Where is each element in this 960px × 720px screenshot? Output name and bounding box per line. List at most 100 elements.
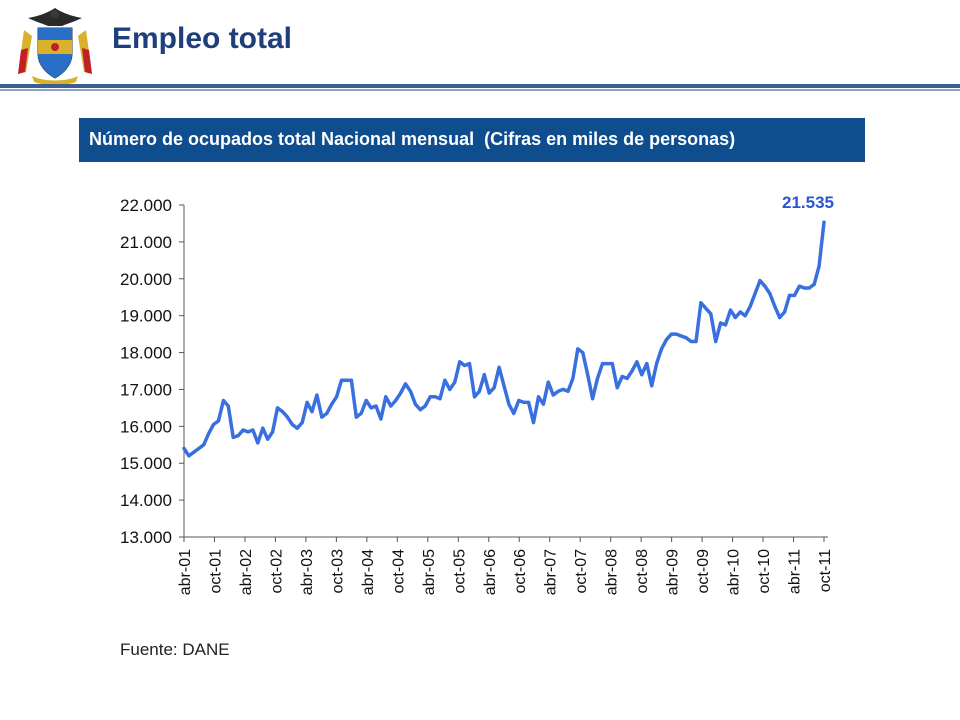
y-tick-label: 19.000 <box>120 307 172 326</box>
data-point <box>221 398 225 403</box>
data-point <box>536 395 541 399</box>
data-point <box>300 421 304 425</box>
data-point <box>285 415 289 419</box>
data-point <box>453 380 457 384</box>
data-point <box>728 308 733 312</box>
data-point <box>374 404 378 408</box>
data-point <box>364 398 368 403</box>
data-point <box>428 395 432 399</box>
data-point <box>630 369 634 373</box>
data-point <box>669 332 674 336</box>
x-tick-label: abr-03 <box>299 549 316 595</box>
data-point <box>394 398 398 403</box>
y-tick-label: 13.000 <box>120 528 172 547</box>
data-point <box>655 362 659 366</box>
data-point <box>566 389 570 393</box>
y-tick-label: 15.000 <box>120 454 172 473</box>
x-tick-label: oct-03 <box>329 549 346 594</box>
data-point <box>211 422 216 427</box>
y-tick-label: 14.000 <box>120 491 172 510</box>
data-point <box>551 393 555 397</box>
data-point <box>216 419 221 423</box>
data-point <box>650 384 654 388</box>
data-point <box>709 312 713 316</box>
data-point <box>591 397 595 401</box>
data-point <box>443 378 447 382</box>
data-point <box>389 404 393 408</box>
x-tick-label: abr-07 <box>543 549 560 595</box>
data-point <box>280 410 285 414</box>
data-point <box>802 286 806 290</box>
x-tick-label: oct-05 <box>451 549 468 594</box>
data-point <box>586 373 590 377</box>
data-point <box>723 323 728 327</box>
x-tick-label: oct-10 <box>756 549 773 594</box>
x-tick-label: abr-09 <box>665 549 682 595</box>
data-point <box>433 395 437 399</box>
data-point <box>507 402 511 406</box>
data-point <box>600 362 605 366</box>
data-point <box>271 430 275 434</box>
data-point <box>192 450 196 454</box>
chart-title: Número de ocupados total Nacional mensua… <box>89 129 736 149</box>
y-tick-label: 22.000 <box>120 196 172 215</box>
data-point <box>448 387 452 391</box>
data-point <box>610 362 614 366</box>
data-point <box>556 389 560 393</box>
data-point <box>236 434 240 438</box>
y-tick-label: 16.000 <box>120 417 172 436</box>
data-point <box>231 435 235 439</box>
data-point <box>807 286 811 290</box>
data-point <box>354 415 358 419</box>
data-point <box>344 378 349 382</box>
data-point <box>335 395 339 399</box>
plot-area <box>182 220 826 458</box>
data-point <box>384 395 388 399</box>
data-point <box>438 397 442 401</box>
page-title: Empleo total <box>112 22 293 55</box>
data-point <box>467 362 472 366</box>
data-point <box>463 363 467 368</box>
data-point <box>763 284 767 288</box>
x-tick-label: abr-10 <box>726 549 743 595</box>
y-tick-label: 18.000 <box>120 344 172 363</box>
data-point <box>408 389 413 393</box>
coat-of-arms-logo <box>16 6 94 86</box>
x-tick-label: abr-11 <box>787 549 804 594</box>
data-point <box>202 443 206 447</box>
data-point <box>620 374 624 379</box>
data-point <box>812 282 816 286</box>
data-point <box>694 339 698 344</box>
data-point <box>704 306 708 310</box>
data-point <box>684 336 688 340</box>
data-point <box>645 362 649 366</box>
x-tick-label: oct-02 <box>268 549 285 594</box>
data-point <box>197 446 201 451</box>
data-point <box>640 373 644 377</box>
data-point <box>674 332 678 336</box>
header-rule-thin <box>0 89 960 91</box>
data-point <box>472 395 477 399</box>
x-tick-label: abr-06 <box>482 549 499 595</box>
data-point <box>207 432 211 436</box>
data-point <box>689 339 693 344</box>
data-point <box>187 454 191 458</box>
data-point <box>310 410 314 414</box>
chart-title-banner: Número de ocupados total Nacional mensua… <box>79 118 865 162</box>
data-point <box>359 411 363 415</box>
data-point <box>546 380 550 384</box>
data-point <box>251 428 255 432</box>
data-point <box>290 422 294 427</box>
header-rule <box>0 84 960 88</box>
x-tick-label: oct-09 <box>695 549 712 594</box>
data-point <box>413 402 417 406</box>
data-point <box>261 426 265 430</box>
data-point <box>719 321 723 325</box>
data-point <box>679 334 683 338</box>
data-point <box>768 291 772 296</box>
x-tick-label: abr-01 <box>177 549 194 595</box>
data-point <box>477 389 481 393</box>
y-tick-label: 20.000 <box>120 270 172 289</box>
x-tick-label: oct-04 <box>390 549 407 594</box>
